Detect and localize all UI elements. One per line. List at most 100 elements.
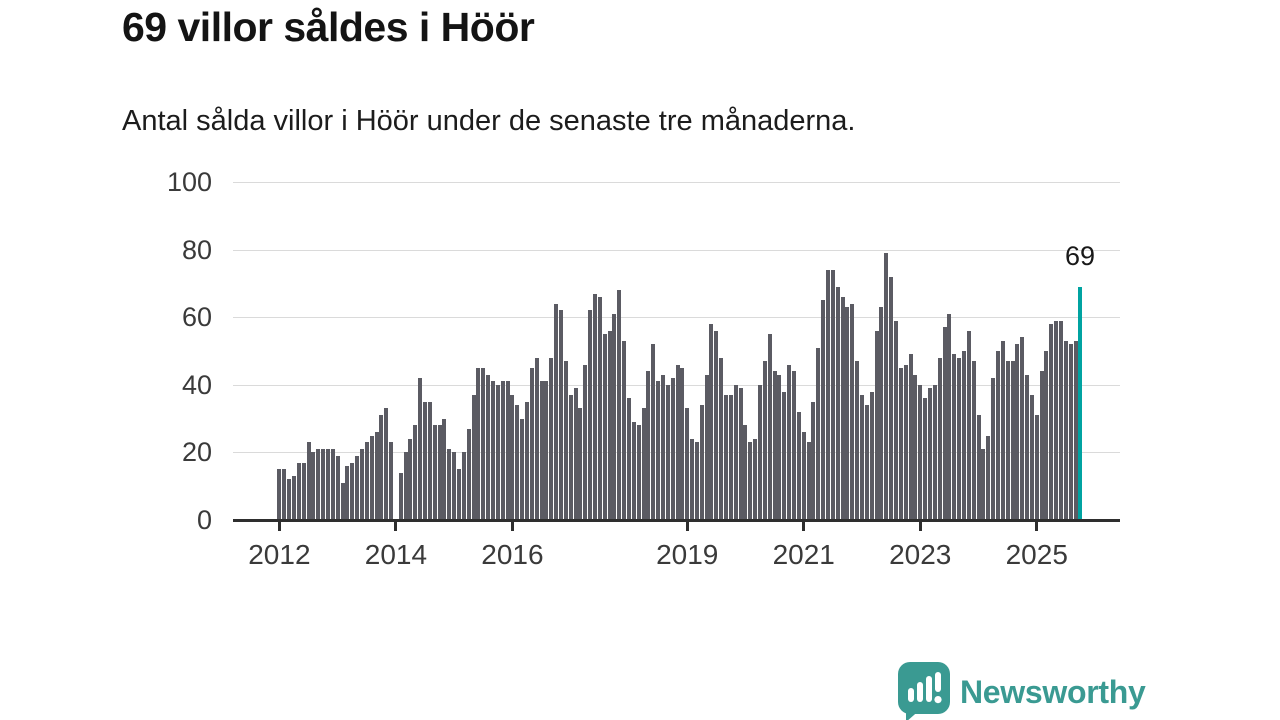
bar xyxy=(1000,340,1005,520)
bar xyxy=(563,361,568,520)
bar xyxy=(592,293,597,520)
bar xyxy=(699,405,704,520)
bar xyxy=(335,455,340,520)
bar xyxy=(520,418,525,520)
y-axis-label: 0 xyxy=(196,505,212,535)
bar xyxy=(646,371,651,520)
bar xyxy=(389,442,394,520)
bar xyxy=(826,269,830,520)
bar xyxy=(719,357,724,520)
bar xyxy=(748,442,753,520)
bar xyxy=(792,371,797,520)
bar xyxy=(1059,320,1064,520)
bar xyxy=(398,472,403,520)
gridline xyxy=(233,317,1120,319)
bar xyxy=(631,421,636,520)
x-axis-tick xyxy=(1035,521,1039,531)
x-axis-tick xyxy=(918,521,922,531)
bar xyxy=(690,438,695,520)
x-axis-tick xyxy=(685,521,689,531)
bar xyxy=(282,469,287,520)
bar xyxy=(568,394,573,520)
x-axis-label: 2023 xyxy=(889,539,952,570)
bar xyxy=(321,449,326,520)
bar xyxy=(685,408,690,520)
bar xyxy=(1029,394,1034,520)
bar xyxy=(957,357,962,520)
bar xyxy=(515,405,520,520)
bar xyxy=(495,384,500,520)
bar xyxy=(277,469,282,520)
bar xyxy=(403,452,408,520)
bar xyxy=(452,452,457,520)
bar xyxy=(345,465,350,520)
bar xyxy=(617,290,622,520)
bar xyxy=(379,415,384,520)
bar xyxy=(1005,361,1010,520)
y-axis-label: 80 xyxy=(181,234,212,265)
bar xyxy=(1020,337,1025,520)
bar xyxy=(971,361,976,520)
bar xyxy=(816,347,821,520)
bar xyxy=(704,374,709,520)
bar xyxy=(986,435,991,520)
bar xyxy=(350,462,355,520)
bar xyxy=(1010,361,1015,520)
bar xyxy=(301,462,306,520)
bar xyxy=(908,354,913,520)
bar xyxy=(471,394,476,520)
bar xyxy=(1049,323,1054,520)
bar xyxy=(850,303,855,520)
bar-chart-speech-bubble-icon xyxy=(898,662,950,720)
bar xyxy=(995,351,1000,520)
bar xyxy=(932,384,937,520)
bar xyxy=(476,367,481,520)
bar xyxy=(287,479,292,520)
bar xyxy=(330,449,335,520)
bar xyxy=(413,425,418,520)
bar xyxy=(291,476,296,520)
bar xyxy=(486,374,491,520)
bar xyxy=(660,374,665,520)
bar xyxy=(835,286,840,520)
bar xyxy=(505,381,510,520)
bar xyxy=(733,384,738,520)
bar xyxy=(1034,415,1039,520)
newsworthy-logo-text: Newsworthy xyxy=(960,673,1146,710)
bar xyxy=(529,367,534,520)
x-axis-tick xyxy=(394,521,398,531)
bar xyxy=(427,401,432,520)
bar xyxy=(927,388,932,520)
bar xyxy=(753,438,758,520)
x-axis-label: 2019 xyxy=(656,539,719,570)
bar xyxy=(952,354,957,520)
bar xyxy=(607,330,612,520)
bar xyxy=(316,449,321,520)
newsworthy-logo: Newsworthy xyxy=(898,662,1146,720)
x-axis-label: 2016 xyxy=(481,539,544,570)
bar xyxy=(656,381,661,520)
bar xyxy=(641,408,646,520)
bar xyxy=(408,438,413,520)
bar xyxy=(534,357,539,520)
bar xyxy=(1025,374,1030,520)
bar xyxy=(762,361,767,520)
bar xyxy=(874,330,879,520)
bar xyxy=(860,394,864,520)
bar xyxy=(796,411,801,520)
bar xyxy=(724,394,729,520)
bar xyxy=(461,452,466,520)
bar xyxy=(325,449,330,520)
bar xyxy=(913,374,918,520)
x-axis-label: 2021 xyxy=(772,539,835,570)
bar xyxy=(782,391,787,520)
bar xyxy=(651,344,656,520)
bar xyxy=(622,340,627,520)
bar xyxy=(937,357,942,520)
bar xyxy=(296,462,301,520)
bar xyxy=(889,276,894,520)
bar xyxy=(384,408,389,520)
y-axis-label: 60 xyxy=(181,302,212,333)
highlighted-bar xyxy=(1078,286,1083,520)
